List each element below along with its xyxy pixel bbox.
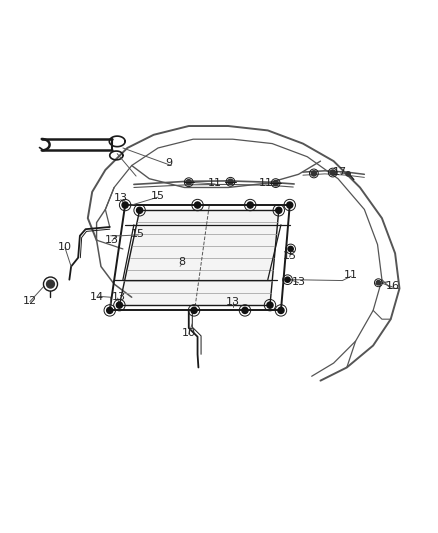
Circle shape: [375, 280, 380, 285]
Text: 8: 8: [178, 257, 185, 267]
Circle shape: [287, 246, 293, 252]
Circle shape: [345, 172, 350, 176]
Circle shape: [286, 202, 292, 208]
Text: 16: 16: [385, 281, 399, 291]
Circle shape: [116, 302, 122, 308]
Text: 13: 13: [113, 193, 127, 204]
Circle shape: [329, 170, 335, 175]
Text: 15: 15: [282, 251, 296, 261]
Text: 15: 15: [131, 229, 145, 239]
Circle shape: [284, 277, 290, 282]
Circle shape: [277, 308, 283, 313]
Polygon shape: [119, 211, 278, 305]
Text: 17: 17: [332, 167, 346, 177]
Text: 11: 11: [208, 178, 222, 188]
Text: 13: 13: [111, 292, 125, 302]
Text: 12: 12: [23, 296, 37, 306]
Circle shape: [272, 181, 278, 185]
Circle shape: [191, 308, 197, 313]
Text: 13: 13: [291, 277, 305, 287]
Circle shape: [247, 202, 253, 208]
Text: 13: 13: [225, 297, 239, 306]
Circle shape: [227, 179, 233, 184]
Circle shape: [122, 202, 128, 208]
Circle shape: [266, 302, 272, 308]
Text: 11: 11: [343, 270, 357, 280]
Text: 15: 15: [151, 191, 165, 201]
Circle shape: [311, 171, 316, 176]
Circle shape: [46, 280, 54, 288]
Circle shape: [186, 180, 191, 185]
Circle shape: [275, 207, 281, 213]
Text: 10: 10: [58, 242, 72, 252]
Text: 11: 11: [258, 178, 272, 188]
Text: 10: 10: [181, 328, 195, 338]
Circle shape: [106, 308, 113, 313]
Text: 13: 13: [105, 235, 119, 245]
Circle shape: [241, 308, 247, 313]
Circle shape: [194, 202, 200, 208]
Circle shape: [136, 207, 142, 213]
Text: 9: 9: [165, 158, 172, 168]
Text: 14: 14: [89, 292, 103, 302]
